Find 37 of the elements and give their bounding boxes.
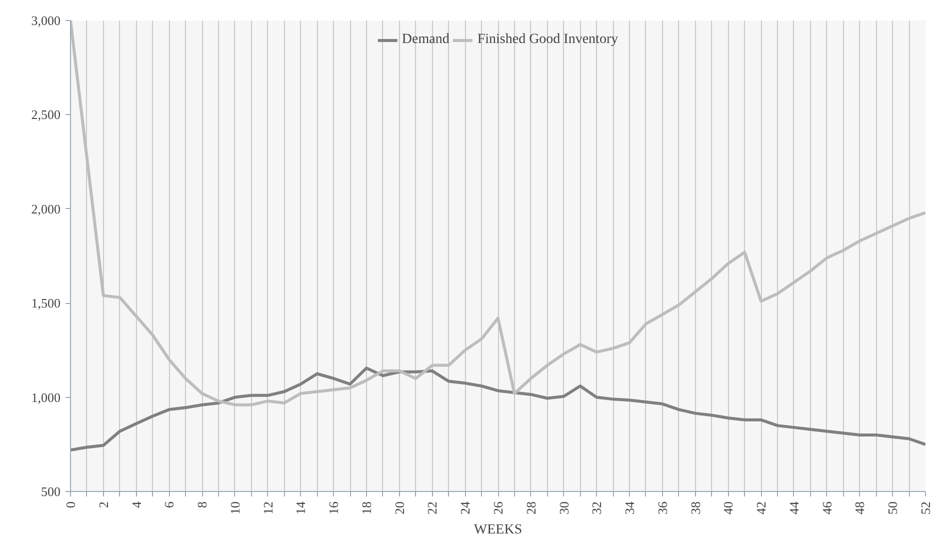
x-tick-label: 32 [589, 502, 604, 514]
y-tick-label: 3,000 [31, 13, 60, 28]
x-tick-label: 36 [654, 501, 670, 514]
x-tick-label: 50 [885, 502, 900, 514]
y-tick-label: 2,500 [31, 107, 60, 122]
x-tick-label: 52 [918, 502, 933, 514]
y-tick-label: 1,500 [31, 296, 60, 311]
x-tick-label: 30 [556, 502, 572, 514]
x-tick-label: 6 [162, 501, 177, 508]
x-tick-label: 24 [458, 501, 473, 514]
line-series [70, 366, 926, 452]
y-tick-label: 2,000 [31, 201, 60, 216]
x-tick-label: 38 [688, 502, 703, 514]
x-tick-label: 8 [194, 502, 210, 508]
legend-label: Finished Good Inventory [477, 32, 618, 48]
y-tick-label: 500 [41, 484, 60, 499]
x-tick-label: 20 [392, 502, 407, 514]
x-tick-label: 0 [63, 502, 78, 508]
x-tick-label: 48 [852, 502, 868, 514]
y-tick-label: 1,000 [31, 390, 60, 405]
x-tick-label: 28 [523, 502, 538, 514]
x-tick-label: 34 [622, 501, 638, 514]
x-tick-label: 12 [260, 502, 276, 514]
x-tick-label: 42 [754, 502, 769, 514]
x-tick-label: 40 [720, 502, 736, 514]
x-tick-label: 26 [490, 501, 506, 514]
x-tick-label: 16 [326, 501, 342, 514]
x-tick-label: 4 [128, 501, 144, 508]
legend-label: Demand [402, 32, 450, 48]
x-tick-label: 14 [293, 501, 308, 514]
x-axis-title: WEEKS [474, 522, 522, 538]
x-tick-label: 10 [227, 502, 242, 514]
x-tick-label: 2 [96, 502, 111, 508]
x-tick-label: 18 [358, 502, 374, 514]
x-tick-label: 22 [424, 502, 440, 514]
x-tick-label: 46 [819, 501, 834, 514]
x-tick-label: 44 [786, 501, 802, 514]
